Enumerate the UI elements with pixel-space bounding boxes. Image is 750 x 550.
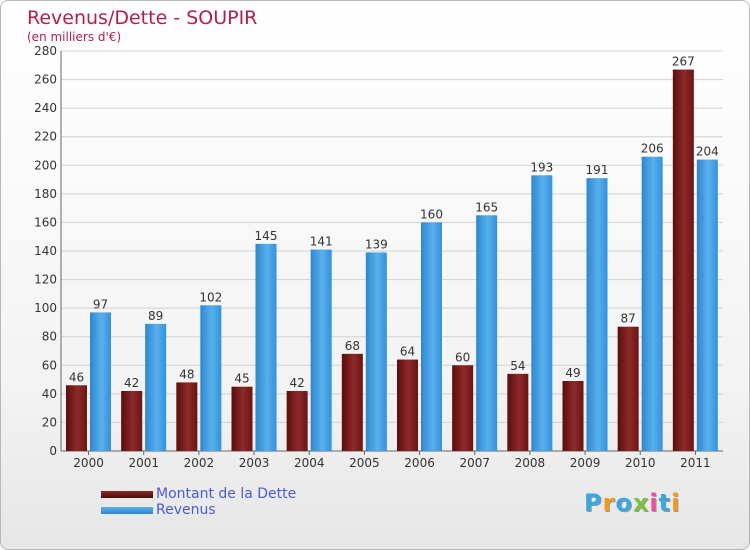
- data-label-revenus: 141: [310, 235, 333, 249]
- y-tick-label: 220: [34, 130, 57, 144]
- bar-debt: [286, 391, 308, 451]
- bar-chart: 0 20 40 60 80 100 120 140 160 180 200 220 240 260 280 2…: [34, 44, 723, 470]
- logo-letter: i: [671, 489, 681, 517]
- legend-swatch-revenus: [101, 507, 153, 514]
- bar-revenus: [586, 178, 608, 451]
- data-label-debt: 60: [455, 350, 470, 364]
- x-tick-label: 2011: [680, 456, 711, 470]
- data-label-debt: 87: [621, 312, 636, 326]
- y-tick-label: 0: [49, 444, 57, 458]
- data-label-revenus: 165: [475, 200, 498, 214]
- bar-debt: [617, 326, 639, 451]
- logo-letter: P: [584, 489, 603, 517]
- y-tick-label: 80: [42, 330, 57, 344]
- data-label-debt: 267: [672, 55, 695, 69]
- bar-revenus: [696, 159, 718, 452]
- y-tick-label: 260: [34, 73, 57, 87]
- data-label-revenus: 193: [530, 160, 553, 174]
- legend-label-revenus: Revenus: [156, 502, 216, 518]
- bar-revenus: [145, 323, 167, 451]
- proxiti-logo: Proxiti: [584, 489, 680, 517]
- y-tick-label: 280: [34, 44, 57, 58]
- x-tick-label: 2008: [515, 456, 546, 470]
- bar-revenus: [310, 249, 332, 451]
- data-label-debt: 42: [124, 376, 139, 390]
- logo-letter: o: [615, 489, 633, 517]
- bar-debt: [562, 381, 584, 451]
- labels-layer: 0 20 40 60 80 100 120 140 160 180 200 220 240 260 280 2…: [34, 44, 719, 470]
- data-label-debt: 54: [510, 359, 525, 373]
- bar-debt: [452, 365, 474, 451]
- y-tick-label: 60: [42, 358, 57, 372]
- y-tick-label: 200: [34, 158, 57, 172]
- chart-title: Revenus/Dette - SOUPIR: [27, 7, 258, 29]
- bar-revenus: [200, 305, 222, 451]
- bar-revenus: [421, 222, 442, 451]
- x-tick-label: 2001: [128, 456, 159, 470]
- bar-revenus: [90, 312, 111, 451]
- x-tick-label: 2002: [184, 456, 215, 470]
- x-tick-label: 2000: [73, 456, 104, 470]
- data-label-revenus: 191: [586, 163, 609, 177]
- x-tick-label: 2007: [459, 456, 490, 470]
- bar-debt: [231, 386, 253, 451]
- bar-debt: [121, 391, 143, 451]
- bar-debt: [507, 373, 529, 451]
- bar-revenus: [255, 243, 277, 451]
- chart-subtitle: (en milliers d'€): [27, 30, 122, 44]
- logo-letter: x: [632, 489, 650, 517]
- bar-debt: [176, 382, 198, 451]
- data-label-revenus: 145: [255, 229, 278, 243]
- y-tick-label: 160: [34, 215, 57, 229]
- x-tick-label: 2003: [239, 456, 270, 470]
- data-label-debt: 64: [400, 345, 415, 359]
- y-tick-label: 20: [42, 415, 57, 429]
- y-tick-label: 180: [34, 187, 57, 201]
- bar-debt: [66, 385, 87, 451]
- data-label-revenus: 206: [641, 142, 664, 156]
- bars-layer: [66, 69, 718, 452]
- bar-debt: [397, 359, 418, 451]
- data-label-revenus: 139: [365, 237, 388, 251]
- legend-label-debt: Montant de la Dette: [156, 486, 297, 502]
- data-label-debt: 68: [345, 339, 360, 353]
- data-label-debt: 46: [69, 370, 84, 384]
- data-label-revenus: 89: [148, 309, 163, 323]
- data-label-revenus: 102: [199, 290, 222, 304]
- bar-debt: [341, 353, 363, 451]
- x-tick-label: 2005: [349, 456, 380, 470]
- x-tick-label: 2010: [625, 456, 656, 470]
- x-tick-label: 2004: [294, 456, 325, 470]
- bar-revenus: [531, 175, 553, 452]
- data-label-debt: 48: [179, 367, 194, 381]
- y-tick-label: 240: [34, 101, 57, 115]
- bar-debt: [672, 69, 694, 452]
- grid-layer: [60, 50, 723, 455]
- bar-revenus: [476, 215, 498, 451]
- data-label-debt: 45: [234, 372, 249, 386]
- x-tick-label: 2006: [404, 456, 435, 470]
- bar-revenus: [641, 156, 663, 451]
- data-label-revenus: 97: [93, 297, 108, 311]
- bar-revenus: [365, 252, 387, 451]
- logo-letter: i: [649, 489, 659, 517]
- logo-letter: r: [602, 489, 616, 517]
- y-tick-label: 140: [34, 244, 57, 258]
- data-label-revenus: 204: [696, 145, 719, 159]
- x-tick-label: 2009: [570, 456, 601, 470]
- y-tick-label: 40: [42, 387, 57, 401]
- data-label-debt: 42: [290, 376, 305, 390]
- y-tick-label: 100: [34, 301, 57, 315]
- logo-letter: t: [658, 489, 672, 517]
- data-label-revenus: 160: [420, 207, 443, 221]
- legend-swatch-debt: [101, 491, 153, 498]
- y-tick-label: 120: [34, 273, 57, 287]
- data-label-debt: 49: [565, 366, 580, 380]
